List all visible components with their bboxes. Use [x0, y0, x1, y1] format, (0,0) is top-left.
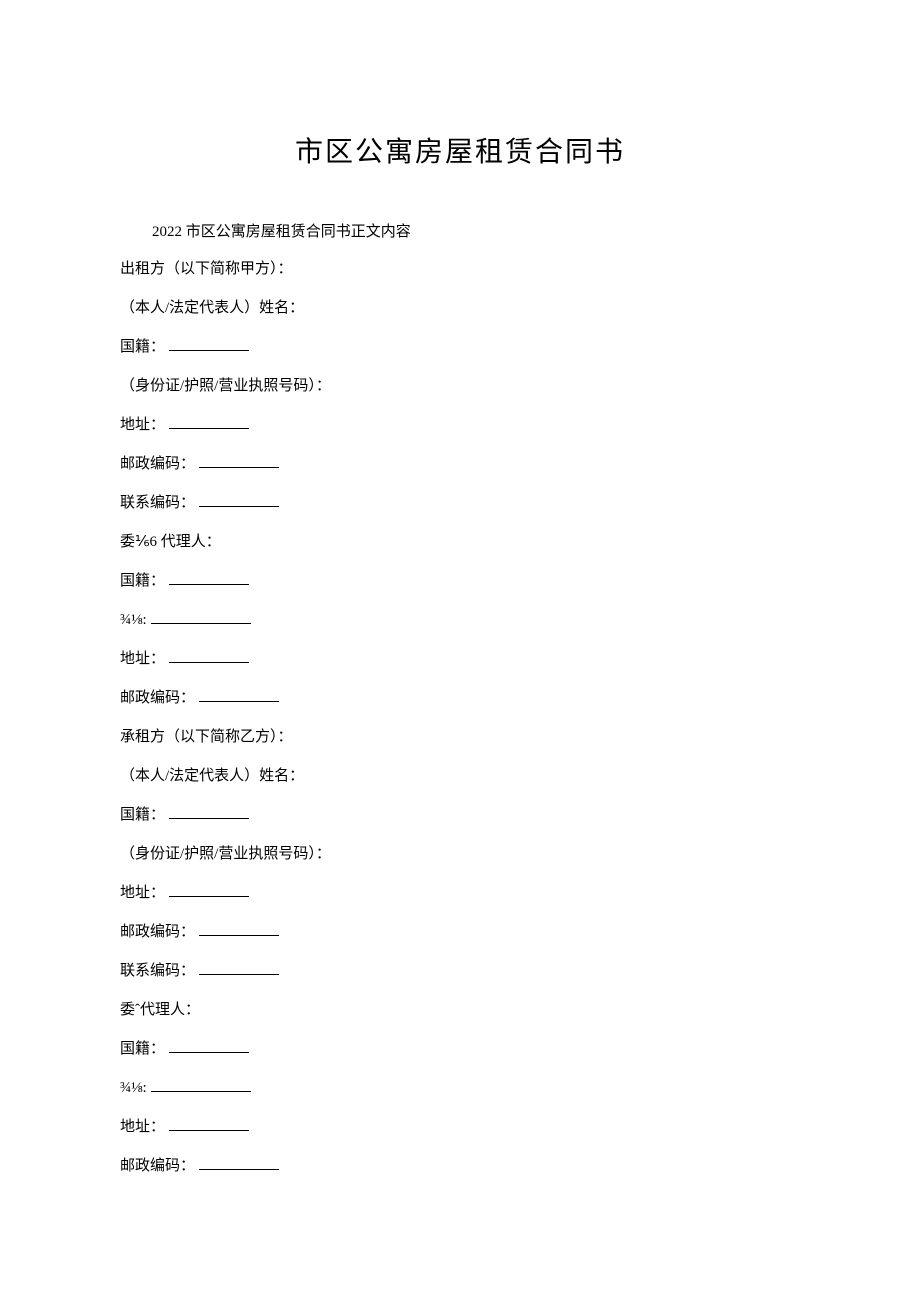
party-a-address: 地址： [120, 415, 800, 436]
party-a-agent-postal: 邮政编码： [120, 688, 800, 709]
party-a-contact: 联系编码： [120, 493, 800, 514]
blank-field [151, 1078, 251, 1092]
party-a-fraction: ¾⅛: [120, 610, 800, 631]
label-contact: 联系编码： [120, 963, 195, 979]
party-b-agent-nationality: 国籍： [120, 1039, 800, 1060]
party-a-header: 出租方（以下简称甲方）： [120, 259, 800, 280]
party-a-agent-address: 地址： [120, 649, 800, 670]
blank-field [199, 922, 279, 936]
party-b-id: （身份证/护照/营业执照号码）： [120, 844, 800, 865]
label-agent-nationality: 国籍： [120, 1041, 165, 1057]
label-agent-postal: 邮政编码： [120, 690, 195, 706]
party-b-contact: 联系编码： [120, 961, 800, 982]
blank-field [199, 961, 279, 975]
blank-field [199, 1156, 279, 1170]
document-title: 市区公寓房屋租赁合同书 [120, 130, 800, 170]
label-agent-postal: 邮政编码： [120, 1158, 195, 1174]
intro-text: 2022 市区公寓房屋租赁合同书正文内容 [120, 220, 800, 241]
label-agent-address: 地址： [120, 1119, 165, 1135]
blank-field [169, 337, 249, 351]
party-b-postal: 邮政编码： [120, 922, 800, 943]
blank-field [199, 688, 279, 702]
blank-field [199, 493, 279, 507]
party-b-agent-postal: 邮政编码： [120, 1156, 800, 1177]
label-nationality: 国籍： [120, 807, 165, 823]
label-fraction: ¾⅛: [120, 1080, 147, 1096]
party-b-address: 地址： [120, 883, 800, 904]
party-b-agent-address: 地址： [120, 1117, 800, 1138]
label-nationality: 国籍： [120, 339, 165, 355]
blank-field [169, 1117, 249, 1131]
party-a-agent-nationality: 国籍： [120, 571, 800, 592]
label-address: 地址： [120, 885, 165, 901]
blank-field [169, 571, 249, 585]
party-a-name: （本人/法定代表人）姓名： [120, 298, 800, 319]
blank-field [169, 1039, 249, 1053]
party-b-header: 承租方（以下简称乙方）： [120, 727, 800, 748]
blank-field [169, 883, 249, 897]
label-postal: 邮政编码： [120, 456, 195, 472]
party-b-name: （本人/法定代表人）姓名： [120, 766, 800, 787]
label-contact: 联系编码： [120, 495, 195, 511]
party-a-postal: 邮政编码： [120, 454, 800, 475]
party-a-agent: 委⅙6 代理人： [120, 532, 800, 553]
label-postal: 邮政编码： [120, 924, 195, 940]
blank-field [169, 805, 249, 819]
blank-field [199, 454, 279, 468]
blank-field [169, 415, 249, 429]
party-a-nationality: 国籍： [120, 337, 800, 358]
party-b-nationality: 国籍： [120, 805, 800, 826]
blank-field [169, 649, 249, 663]
label-address: 地址： [120, 417, 165, 433]
party-b-agent: 委ˆ代理人： [120, 1000, 800, 1021]
label-fraction: ¾⅛: [120, 612, 147, 628]
label-agent-nationality: 国籍： [120, 573, 165, 589]
label-agent-address: 地址： [120, 651, 165, 667]
blank-field [151, 610, 251, 624]
party-b-fraction: ¾⅛: [120, 1078, 800, 1099]
party-a-id: （身份证/护照/营业执照号码）： [120, 376, 800, 397]
